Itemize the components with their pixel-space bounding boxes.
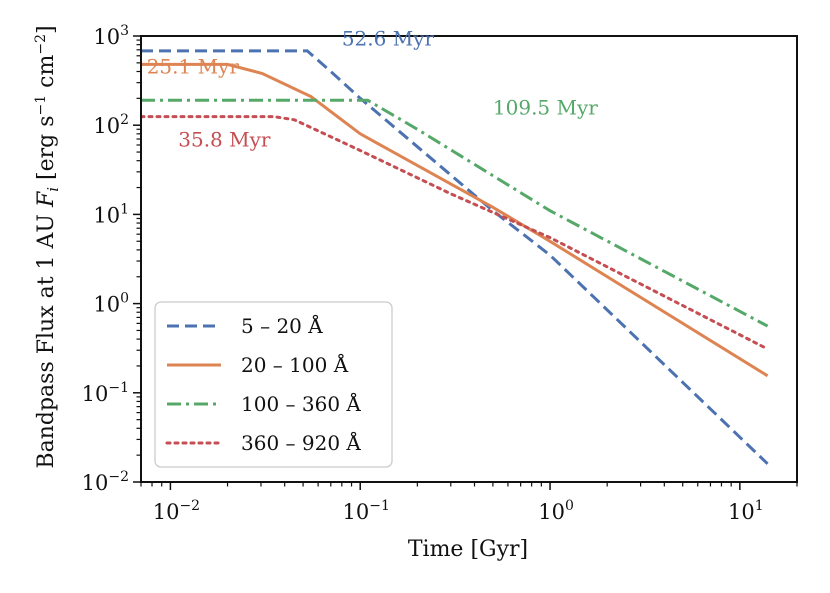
annotation-3: 109.5 Myr xyxy=(493,95,598,119)
x-tick-label-1: 10−1 xyxy=(343,498,390,524)
y-tick-label-4: 102 xyxy=(93,112,129,138)
legend-label-2: 20 – 100 Å xyxy=(241,352,349,377)
annotation-layer: 52.6 Myr 25.1 Myr 109.5 Myr 35.8 Myr xyxy=(147,27,599,152)
x-axis-title: Time [Gyr] xyxy=(408,537,528,562)
annotation-1: 52.6 Myr xyxy=(342,27,435,51)
y-tick-label-0: 10−2 xyxy=(82,469,129,495)
ticks-layer: 10−2 10−1 100 101 10−2 10−1 100 101 102 103 xyxy=(82,23,798,524)
y-tick-label-2: 100 xyxy=(93,291,129,317)
series-line-1 xyxy=(141,49,769,465)
y-tick-label-5: 103 xyxy=(93,23,129,49)
legend-label-3: 100 – 360 Å xyxy=(241,391,361,416)
legend-label-1: 5 – 20 Å xyxy=(241,313,323,338)
y-tick-label-1: 10−1 xyxy=(82,380,129,406)
annotation-4: 35.8 Myr xyxy=(178,127,271,151)
x-tick-label-0: 10−2 xyxy=(153,498,200,524)
y-tick-label-3: 101 xyxy=(93,201,129,227)
series-layer xyxy=(141,49,770,465)
x-tick-label-2: 100 xyxy=(538,498,574,524)
x-tick-label-3: 101 xyxy=(728,498,764,524)
series-line-2 xyxy=(141,62,769,378)
legend-label-4: 360 – 920 Å xyxy=(241,430,361,455)
legend-box xyxy=(154,301,393,468)
y-axis-title: Bandpass Flux at 1 AU Fi [erg s−1 cm−2] xyxy=(33,25,62,468)
plot-frame xyxy=(140,35,798,483)
series-line-3 xyxy=(141,98,769,328)
annotation-2: 25.1 Myr xyxy=(147,54,240,78)
legend: 5 – 20 Å 20 – 100 Å 100 – 360 Å 360 – 920 Å xyxy=(154,301,393,468)
series-line-4 xyxy=(141,115,770,351)
